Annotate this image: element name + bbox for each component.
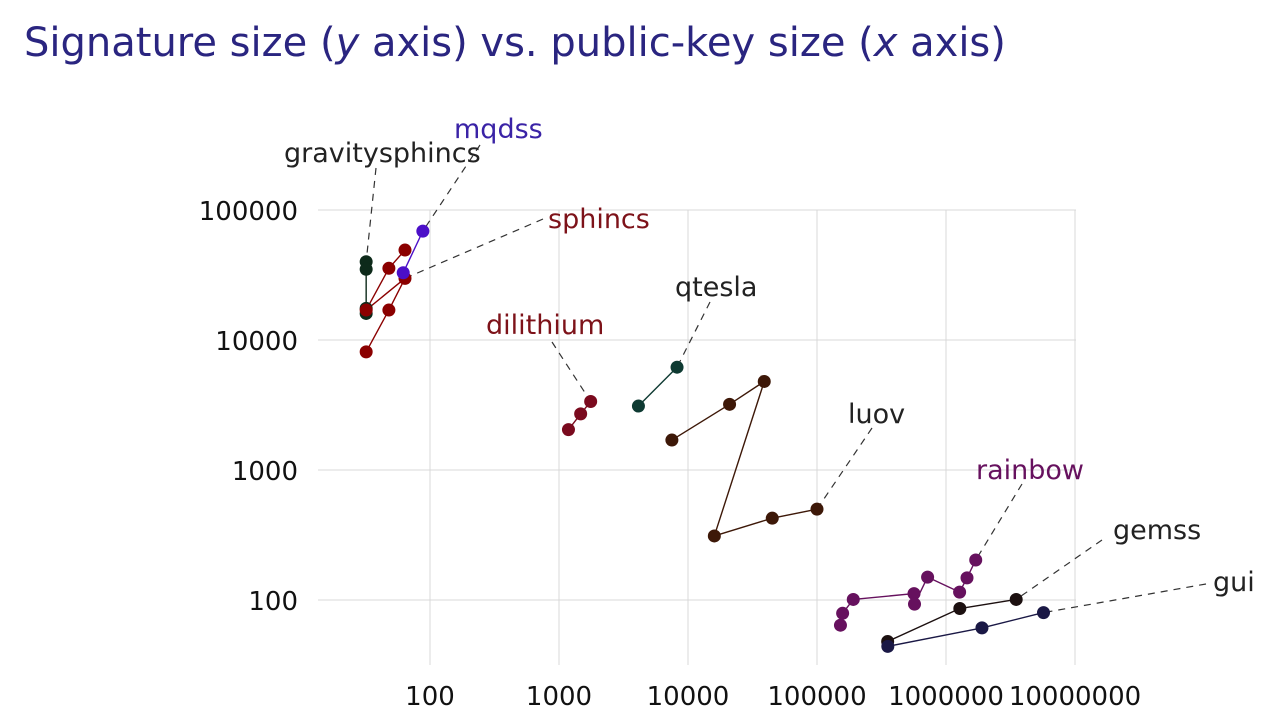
- title-y-variable: y: [335, 20, 360, 66]
- gui-segment: [887, 627, 983, 648]
- rainbow-leader: [975, 483, 1023, 561]
- gravitysphincs-point: [359, 262, 373, 276]
- title-x-variable: x: [873, 20, 898, 66]
- x-tick-label: 100: [405, 682, 455, 712]
- gemss-segment: [959, 598, 1017, 610]
- luov-point: [765, 511, 779, 525]
- qtesla-point: [670, 360, 684, 374]
- rainbow-point: [907, 587, 921, 601]
- title-part: axis): [897, 20, 1006, 66]
- mqdss-point: [396, 266, 410, 280]
- mqdss-leader: [422, 144, 481, 232]
- mqdss-label: mqdss: [454, 114, 543, 145]
- sphincs-point: [382, 261, 396, 275]
- luov-point: [707, 529, 721, 543]
- title-part: axis) vs. public-key size (: [359, 20, 874, 66]
- gravitysphincs-leader: [365, 167, 377, 262]
- luov-point: [810, 502, 824, 516]
- rainbow-point: [833, 618, 847, 632]
- dilithium-label: dilithium: [486, 310, 604, 341]
- mqdss-segment: [402, 230, 424, 274]
- luov-segment: [671, 403, 730, 441]
- title-part: Signature size (: [24, 20, 336, 66]
- rainbow-point: [969, 553, 983, 567]
- gui-label: gui: [1213, 567, 1255, 598]
- gui-leader: [1043, 583, 1207, 614]
- x-tick-label: 1000000: [888, 682, 1004, 712]
- sphincs-point: [398, 243, 412, 257]
- luov-segment: [729, 380, 765, 405]
- sphincs-point: [382, 303, 396, 317]
- gravitysphincs-label: gravitysphincs: [284, 138, 481, 169]
- dilithium-point: [561, 423, 575, 437]
- grid: [318, 209, 1076, 665]
- dilithium-leader: [551, 341, 592, 402]
- rainbow-point: [846, 592, 860, 606]
- rainbow-point: [960, 571, 974, 585]
- gui-segment: [981, 611, 1044, 629]
- sphincs-segment: [365, 277, 406, 311]
- rainbow-point: [921, 570, 935, 584]
- rainbow-point: [908, 597, 922, 611]
- tick-labels: 100 1000 10000 100000 1000000 10000000 100 1000…: [199, 197, 1141, 712]
- y-tick-label: 100: [248, 587, 298, 617]
- data-points: [359, 224, 1051, 653]
- label-leaders: [365, 144, 1207, 614]
- gemss-segment: [887, 607, 961, 643]
- gemss-point: [953, 602, 967, 616]
- luov-segment: [772, 508, 818, 519]
- sphincs-segment: [365, 267, 390, 311]
- y-tick-label: 100000: [199, 197, 298, 227]
- sphincs-segment: [365, 309, 390, 353]
- luov-point: [757, 374, 771, 388]
- x-tick-label: 100000: [767, 682, 866, 712]
- luov-leader: [816, 427, 873, 510]
- qtesla-point: [631, 399, 645, 413]
- x-tick-label: 1000: [526, 682, 592, 712]
- luov-segment: [713, 381, 765, 537]
- gemss-point: [1009, 592, 1023, 606]
- sphincs-point: [359, 345, 373, 359]
- gui-point: [975, 621, 989, 635]
- dilithium-point: [584, 394, 598, 408]
- luov-segment: [714, 517, 773, 537]
- mqdss-point: [416, 224, 430, 238]
- rainbow-segment: [853, 592, 915, 601]
- dilithium-point: [574, 407, 588, 421]
- rainbow-point: [836, 606, 850, 620]
- y-tick-label: 1000: [232, 457, 298, 487]
- luov-point: [723, 397, 737, 411]
- x-tick-label: 10000000: [1009, 682, 1141, 712]
- sphincs-label: sphincs: [548, 204, 650, 235]
- qtesla-label: qtesla: [675, 272, 757, 303]
- gemss-label: gemss: [1113, 515, 1201, 546]
- luov-point: [665, 433, 679, 447]
- y-tick-label: 10000: [215, 327, 298, 357]
- gui-point: [881, 639, 895, 653]
- gemss-leader: [1015, 539, 1103, 600]
- qtesla-segment: [637, 366, 678, 407]
- x-tick-label: 10000: [647, 682, 730, 712]
- luov-label: luov: [848, 399, 905, 430]
- qtesla-leader: [676, 301, 711, 368]
- sphincs-point: [359, 303, 373, 317]
- gui-point: [1037, 606, 1051, 620]
- slide-title: Signature size (y axis) vs. public-key s…: [24, 20, 1006, 66]
- rainbow-label: rainbow: [976, 455, 1084, 486]
- rainbow-point: [953, 585, 967, 599]
